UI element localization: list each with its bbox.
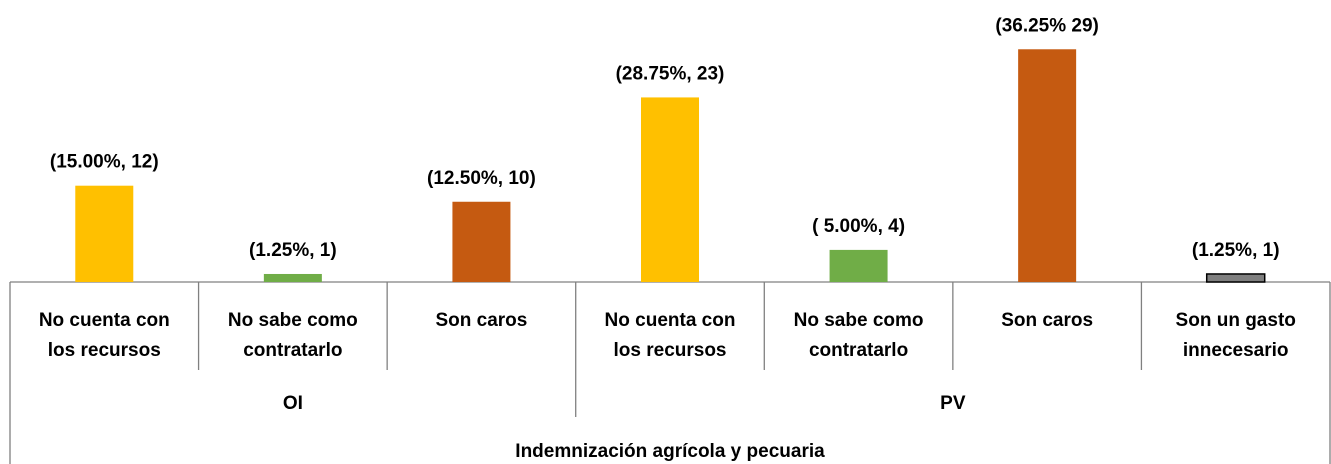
category-label: No sabe como contratarlo bbox=[794, 310, 924, 361]
group-label: PV bbox=[940, 393, 966, 414]
bar bbox=[75, 185, 134, 282]
bar bbox=[1205, 273, 1266, 283]
bar bbox=[452, 201, 511, 282]
category-label: Son caros bbox=[435, 310, 527, 331]
bar bbox=[829, 249, 888, 282]
category-label: No cuenta con los recursos bbox=[605, 310, 736, 361]
category-label: No sabe como contratarlo bbox=[228, 310, 358, 361]
data-label: (36.25% 29) bbox=[995, 15, 1099, 36]
data-label: (15.00%, 12) bbox=[50, 152, 159, 173]
bar bbox=[641, 97, 699, 282]
bar bbox=[1018, 49, 1077, 283]
group-label: OI bbox=[283, 393, 303, 414]
data-label: (12.50%, 10) bbox=[427, 168, 536, 189]
data-label: (28.75%, 23) bbox=[616, 63, 725, 84]
category-label: No cuenta con los recursos bbox=[39, 310, 170, 361]
data-label: (1.25%, 1) bbox=[1192, 240, 1280, 261]
data-label: (1.25%, 1) bbox=[249, 240, 337, 261]
x-axis-title: Indemnización agrícola y pecuaria bbox=[515, 441, 825, 462]
bar bbox=[263, 273, 322, 282]
data-label: ( 5.00%, 4) bbox=[812, 216, 905, 237]
category-label: Son caros bbox=[1001, 310, 1093, 331]
category-label: Son un gasto innecesario bbox=[1176, 310, 1296, 361]
